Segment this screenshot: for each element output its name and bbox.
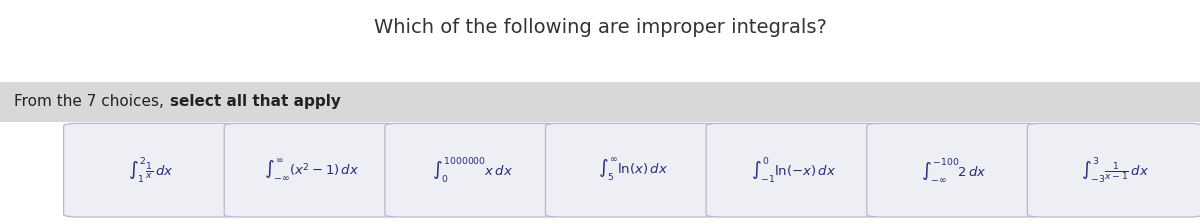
FancyBboxPatch shape [385,123,560,217]
Text: $\int_{-3}^{3} \frac{1}{x-1}\, dx$: $\int_{-3}^{3} \frac{1}{x-1}\, dx$ [1081,155,1148,185]
Text: $\int_{0}^{1000000} x\, dx$: $\int_{0}^{1000000} x\, dx$ [432,155,512,185]
FancyBboxPatch shape [0,82,1200,122]
Text: $\int_{-\infty}^{-100} 2\, dx$: $\int_{-\infty}^{-100} 2\, dx$ [922,156,988,184]
Text: select all that apply: select all that apply [170,94,341,109]
FancyBboxPatch shape [64,123,239,217]
FancyBboxPatch shape [224,123,400,217]
Text: From the 7 choices,: From the 7 choices, [14,94,169,109]
Text: $\int_{-\infty}^{\infty} (x^2 - 1)\, dx$: $\int_{-\infty}^{\infty} (x^2 - 1)\, dx$ [264,158,359,183]
Text: Which of the following are improper integrals?: Which of the following are improper inte… [373,18,827,37]
Text: $\int_{5}^{\infty} \ln(x)\, dx$: $\int_{5}^{\infty} \ln(x)\, dx$ [598,156,668,184]
Text: $\int_{1}^{2} \frac{1}{x}\, dx$: $\int_{1}^{2} \frac{1}{x}\, dx$ [128,155,174,185]
FancyBboxPatch shape [706,123,881,217]
Text: $\int_{-1}^{0} \ln(-x)\, dx$: $\int_{-1}^{0} \ln(-x)\, dx$ [751,155,836,185]
FancyBboxPatch shape [866,123,1042,217]
FancyBboxPatch shape [546,123,720,217]
FancyBboxPatch shape [1027,123,1200,217]
